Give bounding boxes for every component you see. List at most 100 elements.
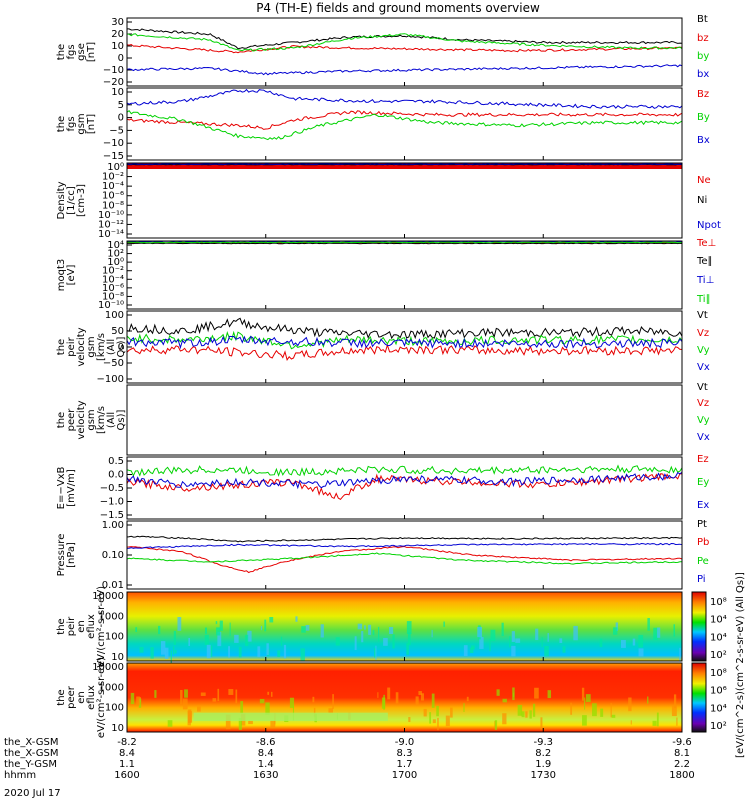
- spectrogram-texture: [219, 620, 223, 631]
- legend-Ti⊥: Ti⊥: [696, 275, 714, 286]
- spectrogram-texture: [511, 645, 516, 657]
- panel-9-ylabel: the: [56, 618, 67, 634]
- spectrogram-texture: [180, 689, 183, 705]
- spectrogram-texture: [529, 710, 532, 719]
- legend-by: by: [697, 51, 709, 62]
- spectrogram-texture: [200, 692, 206, 696]
- xaxis-row-label: the_X-GSM: [4, 737, 58, 748]
- panel-1-ytick: 20: [111, 29, 124, 40]
- xaxis-value: 1.4: [258, 759, 274, 770]
- panel-2-ylabel: fgs: [66, 116, 77, 131]
- panel-8-ylabel: [nPa]: [66, 542, 77, 568]
- spectrogram-texture: [228, 689, 234, 695]
- colorbar-2: [691, 662, 707, 733]
- spectrogram-texture: [305, 624, 310, 631]
- legend-Pe: Pe: [697, 556, 709, 567]
- panel-1-ytick: 10: [111, 41, 124, 52]
- panel-4-ytick: 10⁻¹⁰: [98, 300, 124, 311]
- panel-1-ytick: 0: [118, 53, 124, 64]
- spectrogram-texture: [652, 720, 657, 726]
- spectrogram-texture: [238, 717, 242, 730]
- panel-2-ytick: 5: [118, 100, 124, 111]
- colorbar-tick: 10⁸: [710, 597, 727, 608]
- legend-Te∥: Te∥: [696, 256, 713, 267]
- series-Vt: [126, 317, 683, 340]
- panel-9-ytick: 10: [111, 652, 124, 663]
- panel-4-ytick: 10⁻⁸: [102, 291, 124, 302]
- spectrogram-texture: [581, 687, 585, 701]
- spectrogram-texture: [265, 702, 270, 715]
- panel-7-ylabel: [mV/m]: [66, 469, 77, 507]
- spectrogram-texture: [494, 720, 498, 730]
- panel-5-ylabel: [km/s: [96, 333, 107, 361]
- spectrogram-texture: [374, 648, 377, 658]
- xaxis-value: -8.2: [117, 737, 137, 748]
- panel-6-ylabel: gsm: [86, 409, 97, 430]
- panel-9-ytick: 100: [105, 632, 124, 643]
- panel-9-ylabel: en: [76, 620, 87, 633]
- panel-5: the peir velocity gsm [km/s (All Qs)] 100 50 0 −50…: [56, 310, 710, 385]
- spectrogram-texture: [407, 632, 411, 646]
- panel-2-ytick: −10: [103, 138, 124, 149]
- spectrogram-texture: [240, 701, 244, 714]
- spectrogram-texture: [270, 720, 276, 728]
- xaxis-value: 1700: [392, 770, 417, 781]
- legend-Ne: Ne: [697, 175, 711, 186]
- panel-4-ylabel: [eV]: [66, 265, 77, 286]
- spectrogram-texture: [270, 691, 273, 697]
- panel-8-ylabel: Pressure: [56, 534, 67, 577]
- spectrogram-texture: [328, 708, 333, 713]
- colorbar-tick: 10⁴: [710, 615, 727, 626]
- panel-10-ylabel: the: [56, 689, 67, 705]
- panel-3-ylabel: Density: [56, 181, 67, 219]
- spectrogram-texture: [437, 717, 439, 731]
- panel-10-ylabel: peer: [66, 685, 77, 709]
- panel-1-ylabel: the: [56, 44, 67, 60]
- spectrogram-texture: [283, 644, 287, 659]
- panel-1-ylabel: fgs: [66, 44, 77, 59]
- spectrogram-texture: [264, 619, 267, 632]
- legend-Vx: Vx: [697, 432, 710, 443]
- panel-1-ytick: −10: [103, 65, 124, 76]
- panel-6-ylabel: velocity: [76, 400, 87, 439]
- spectrogram-texture: [136, 696, 140, 706]
- xaxis-value: 1730: [531, 770, 556, 781]
- spectrogram-texture: [210, 645, 213, 657]
- panel-5-ytick: 50: [111, 326, 124, 337]
- spectrogram-texture: [188, 709, 192, 723]
- spectrogram-texture: [676, 717, 678, 726]
- spectrogram-texture: [628, 697, 632, 712]
- legend-Vx: Vx: [697, 362, 710, 373]
- spectrogram-texture: [471, 645, 475, 650]
- panel-3-ytick: 10⁻⁸: [102, 200, 124, 211]
- panel-10: the peer en eflux eV/(cm²-s-sr-eV)10000 1000 1…: [56, 657, 683, 738]
- spectrogram-texture: [188, 637, 191, 647]
- spectrogram-texture: [517, 704, 523, 716]
- panel-5-ylabel: (All: [106, 339, 117, 355]
- spectrogram-texture: [190, 711, 193, 723]
- spectrogram-texture: [197, 706, 201, 712]
- series-Ex: [126, 471, 683, 490]
- legend-Pi: Pi: [697, 574, 706, 585]
- colorbar-tick: 10⁴: [710, 703, 727, 714]
- spectrogram-texture: [489, 638, 491, 652]
- panel-1-ytick: 30: [111, 17, 124, 28]
- xaxis-value: 1.1: [119, 759, 135, 770]
- spectrogram-texture: [490, 629, 496, 642]
- spectrogram-texture: [521, 711, 525, 718]
- spectrogram-texture: [613, 627, 618, 635]
- xaxis-value: 1630: [253, 770, 278, 781]
- spectrogram-texture: [431, 693, 435, 708]
- legend-Npot: Npot: [697, 220, 721, 231]
- spectrogram-texture: [673, 694, 677, 709]
- panel-9: the peir en eflux eV/(cm²-s-sr-eV)10000 1000 1…: [56, 586, 683, 667]
- spectrogram-texture: [432, 719, 436, 724]
- xaxis-value: 8.1: [674, 748, 690, 759]
- spectrogram-texture: [204, 627, 208, 634]
- spectrogram-texture: [469, 647, 474, 654]
- panel-frame: [126, 162, 683, 239]
- panel-3-ytick: 10⁻²: [102, 172, 124, 183]
- spectrogram-texture: [381, 697, 386, 709]
- series-Pi: [126, 542, 683, 549]
